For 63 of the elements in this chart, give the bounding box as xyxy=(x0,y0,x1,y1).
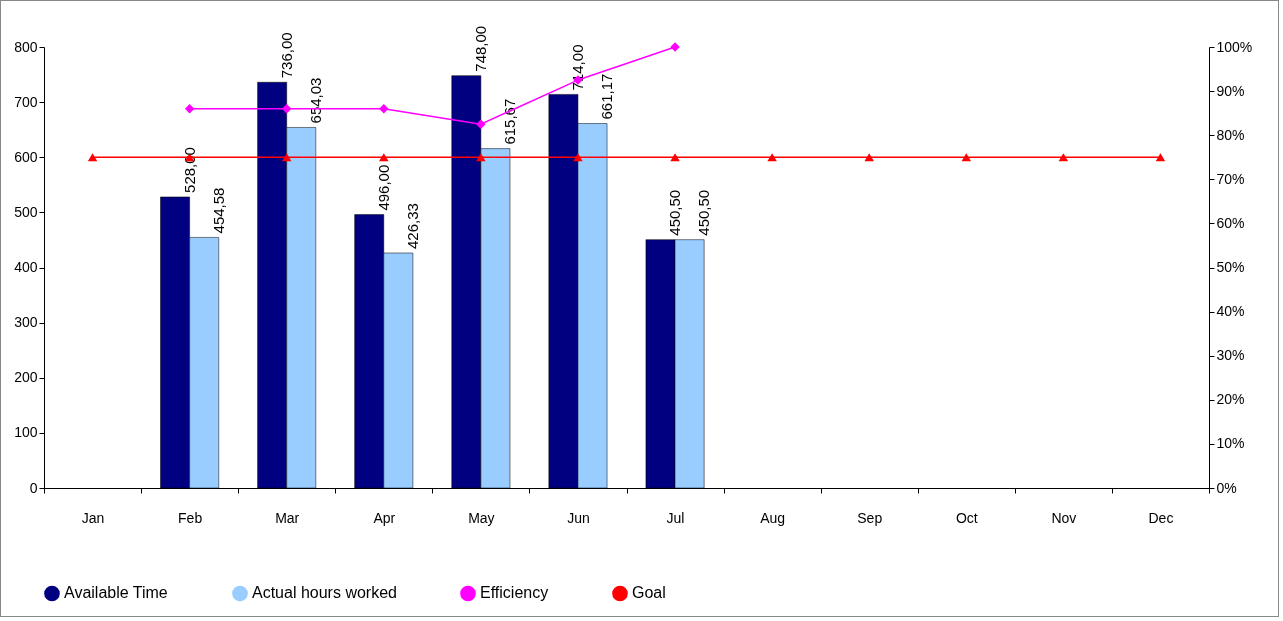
x-tick-label: Jan xyxy=(81,509,105,526)
data-label: 736,00 xyxy=(277,32,295,79)
data-label: 654,03 xyxy=(306,77,324,124)
data-label: 450,50 xyxy=(695,189,713,236)
legend-label: Actual hours worked xyxy=(252,584,397,602)
x-tick-label: Jun xyxy=(567,509,590,526)
y2-tick-label: 90% xyxy=(1216,82,1245,99)
y2-tick-label: 30% xyxy=(1216,347,1245,364)
x-tick-label: Apr xyxy=(373,509,396,526)
y2-tick-label: 40% xyxy=(1216,303,1245,320)
data-label: 450,50 xyxy=(666,189,684,236)
point xyxy=(1155,153,1166,162)
point xyxy=(864,153,874,162)
point xyxy=(379,153,389,162)
point xyxy=(670,153,680,162)
point xyxy=(87,153,98,162)
y-tick-label: 300 xyxy=(14,314,38,331)
x-tick-label: Sep xyxy=(857,509,883,526)
y-tick-label: 200 xyxy=(14,369,38,386)
data-label: 615,67 xyxy=(501,98,518,145)
y-tick-label: 500 xyxy=(14,203,38,220)
y-tick-label: 600 xyxy=(14,148,38,165)
data-label: 496,00 xyxy=(374,164,392,211)
x-tick-label: Mar xyxy=(275,509,300,526)
y2-tick-label: 70% xyxy=(1216,170,1245,187)
y2-tick-label: 80% xyxy=(1216,126,1245,143)
legend-label: Efficiency xyxy=(480,584,549,602)
point xyxy=(281,104,292,114)
legend-label: Available Time xyxy=(64,584,168,602)
point xyxy=(961,153,972,162)
data-label: 661,17 xyxy=(598,73,616,120)
point xyxy=(281,153,292,162)
point xyxy=(573,153,583,162)
point xyxy=(476,153,486,162)
x-tick-label: Nov xyxy=(1051,509,1077,526)
x-tick-label: Jul xyxy=(666,509,685,526)
y2-tick-label: 20% xyxy=(1216,391,1245,408)
x-tick-label: May xyxy=(468,509,495,526)
x-tick-label: Feb xyxy=(178,509,203,526)
y-tick-label: 700 xyxy=(14,93,38,110)
x-tick-label: Oct xyxy=(955,509,978,526)
y-tick-label: 800 xyxy=(14,38,38,55)
y2-tick-label: 10% xyxy=(1216,435,1245,452)
data-label: 454,58 xyxy=(209,187,227,234)
x-tick-label: Aug xyxy=(760,509,786,526)
data-label: 748,00 xyxy=(471,25,489,72)
y2-tick-label: 100% xyxy=(1216,38,1253,55)
point xyxy=(1058,153,1069,162)
y2-tick-label: 0% xyxy=(1216,479,1237,496)
y-tick-label: 0 xyxy=(29,479,38,496)
point xyxy=(184,104,195,114)
point xyxy=(476,119,486,129)
data-label: 426,33 xyxy=(403,203,421,249)
point xyxy=(379,104,389,114)
y-tick-label: 100 xyxy=(14,424,38,441)
data-label: 528,00 xyxy=(180,147,198,193)
legend-label: Goal xyxy=(632,584,666,602)
point xyxy=(767,153,777,162)
y2-tick-label: 50% xyxy=(1216,259,1245,275)
data-label: 714,00 xyxy=(568,44,586,91)
x-tick-label: Dec xyxy=(1148,509,1174,526)
y-tick-label: 400 xyxy=(14,259,38,275)
y2-tick-label: 60% xyxy=(1216,214,1245,231)
